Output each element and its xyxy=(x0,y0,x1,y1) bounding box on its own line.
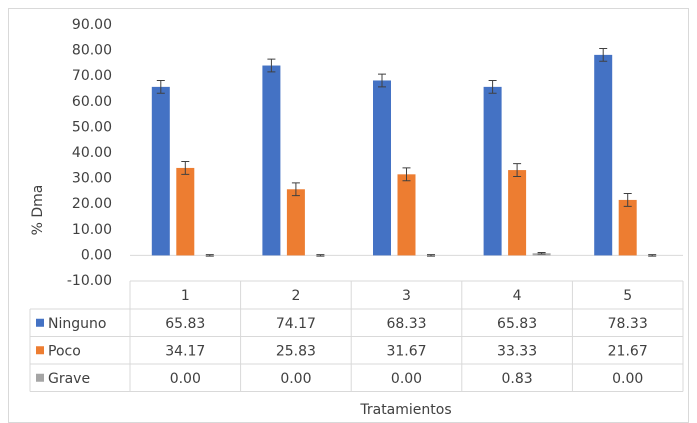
bar xyxy=(594,54,613,256)
bar xyxy=(176,167,195,256)
error-bar xyxy=(205,254,214,257)
y-tick-label: 50.00 xyxy=(72,119,112,135)
legend-label: Ninguno xyxy=(48,316,106,332)
table-value: 68.33 xyxy=(386,316,426,332)
bar xyxy=(483,86,502,256)
table-value: 65.83 xyxy=(165,316,205,332)
table-value: 0.00 xyxy=(391,371,422,387)
legend-swatch xyxy=(36,346,44,355)
table-value: 0.00 xyxy=(612,371,643,387)
table-value: 78.33 xyxy=(608,316,648,332)
y-tick-label: 40.00 xyxy=(72,145,112,161)
x-axis-label: Tratamientos xyxy=(359,402,451,418)
y-tick-label: 10.00 xyxy=(72,222,112,238)
error-bar xyxy=(316,254,325,257)
table-value: 0.83 xyxy=(502,371,533,387)
legend-swatch xyxy=(36,373,44,382)
bar xyxy=(262,65,281,256)
error-bar xyxy=(537,252,546,255)
bar xyxy=(286,189,305,256)
table-value: 0.00 xyxy=(170,371,201,387)
error-bar xyxy=(427,254,435,257)
error-bar xyxy=(291,182,300,197)
x-tick-label: 3 xyxy=(402,288,411,304)
y-tick-label: 90.00 xyxy=(72,17,112,33)
table-value: 31.67 xyxy=(386,343,426,359)
error-bar xyxy=(599,47,608,62)
error-bar xyxy=(648,254,657,257)
x-tick-label: 2 xyxy=(291,288,300,304)
bar xyxy=(373,80,391,256)
error-bar xyxy=(623,193,632,207)
bar xyxy=(151,86,170,256)
bar xyxy=(618,199,637,256)
table-value: 0.00 xyxy=(280,371,311,387)
bar xyxy=(508,170,527,256)
table-value: 21.67 xyxy=(608,343,648,359)
x-tick-label: 1 xyxy=(181,288,190,304)
y-tick-label: 0.00 xyxy=(81,247,112,263)
y-tick-label: -10.00 xyxy=(67,273,112,289)
table-value: 65.83 xyxy=(497,316,537,332)
x-tick-label: 5 xyxy=(623,288,632,304)
y-tick-label: 70.00 xyxy=(72,68,112,84)
legend-label: Grave xyxy=(48,371,90,387)
table-value: 25.83 xyxy=(276,343,316,359)
error-bar xyxy=(513,163,522,177)
error-bar xyxy=(402,167,411,182)
legend-swatch xyxy=(36,318,44,327)
y-tick-label: 80.00 xyxy=(72,43,112,59)
table-value: 74.17 xyxy=(276,316,316,332)
y-tick-label: 60.00 xyxy=(72,94,112,110)
y-axis-label: % Dma xyxy=(30,185,46,236)
y-tick-label: 30.00 xyxy=(72,171,112,187)
error-bar xyxy=(488,79,497,94)
x-tick-label: 4 xyxy=(513,288,522,304)
table-value: 34.17 xyxy=(165,343,205,359)
error-bar xyxy=(378,73,386,88)
y-tick-label: 20.00 xyxy=(72,196,112,212)
bar xyxy=(397,174,416,256)
error-bar xyxy=(267,58,276,73)
error-bar xyxy=(181,161,190,175)
chart-border xyxy=(8,8,689,423)
legend-label: Poco xyxy=(48,343,81,359)
error-bar xyxy=(156,79,165,94)
table-value: 33.33 xyxy=(497,343,537,359)
